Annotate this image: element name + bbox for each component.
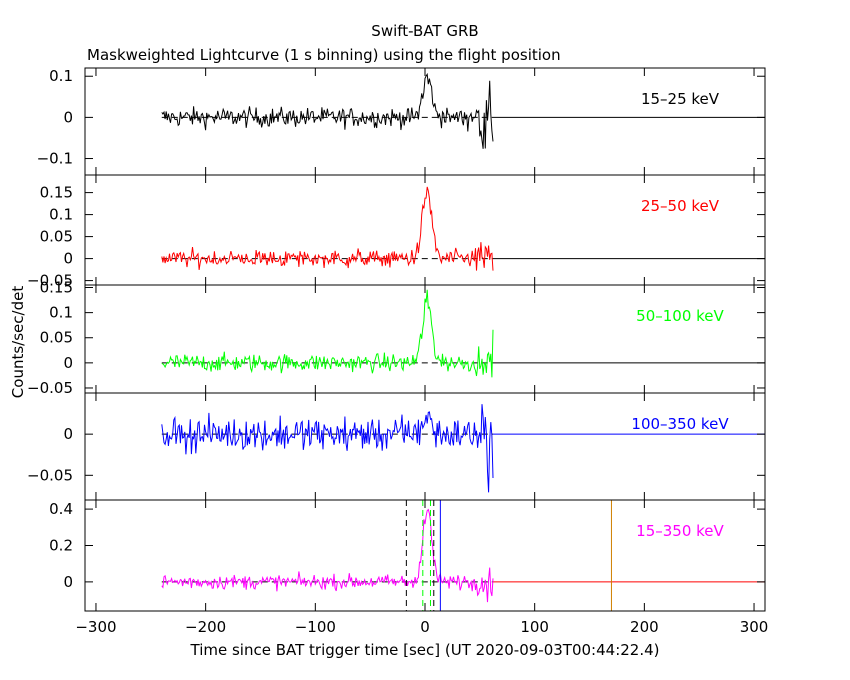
series-line-3 bbox=[161, 289, 494, 378]
panel-energy-label: 15–350 keV bbox=[636, 522, 724, 540]
chart-subtitle: Maskweighted Lightcurve (1 s binning) us… bbox=[87, 46, 561, 64]
panel-1: −0.1 0 0.1 15–25 keV bbox=[37, 67, 766, 176]
panel-2: −0.05 0 0.05 0.1 0.15 25–50 keV bbox=[27, 174, 766, 290]
panel-frame bbox=[84, 174, 766, 286]
y-tick-label: 0.15 bbox=[40, 279, 73, 297]
panel-energy-label: 100–350 keV bbox=[631, 415, 729, 433]
series-line-1 bbox=[161, 72, 494, 149]
panel-4: −0.05 0 100–350 keV bbox=[27, 392, 766, 501]
x-tick-label: −300 bbox=[75, 618, 116, 636]
series-line-4 bbox=[161, 404, 494, 493]
x-axis-label: Time since BAT trigger time [sec] (UT 20… bbox=[190, 641, 660, 659]
x-tick-label: 300 bbox=[740, 618, 769, 636]
panels-group: −0.1 0 0.1 15–25 keV −0.05 0 0.05 0.1 0.15 25–50 … bbox=[27, 67, 768, 636]
panel-3: −0.05 0 0.05 0.1 0.15 50–100 keV bbox=[27, 279, 766, 397]
y-tick-label: −0.05 bbox=[27, 466, 73, 484]
y-tick-label: −0.05 bbox=[27, 379, 73, 397]
y-tick-label: 0 bbox=[63, 250, 73, 268]
y-tick-label: −0.05 bbox=[27, 272, 73, 290]
panel-frame bbox=[84, 392, 766, 501]
panel-frame bbox=[84, 499, 766, 612]
x-tick-label: −200 bbox=[185, 618, 226, 636]
panel-energy-label: 50–100 keV bbox=[636, 307, 724, 325]
y-tick-label: 0.2 bbox=[49, 536, 73, 554]
y-tick-label: −0.1 bbox=[37, 150, 73, 168]
y-tick-label: 0 bbox=[63, 573, 73, 591]
y-tick-label: 0.05 bbox=[40, 228, 73, 246]
y-tick-label: 0.4 bbox=[49, 500, 73, 518]
panel-energy-label: 15–25 keV bbox=[641, 90, 720, 108]
series-line-5 bbox=[161, 508, 494, 603]
y-tick-label: 0 bbox=[63, 425, 73, 443]
panel-energy-label: 25–50 keV bbox=[641, 197, 720, 215]
y-tick-label: 0.15 bbox=[40, 184, 73, 202]
x-tick-label: 200 bbox=[630, 618, 659, 636]
series-line-2 bbox=[161, 186, 494, 271]
y-tick-label: 0 bbox=[63, 108, 73, 126]
y-tick-label: 0.1 bbox=[49, 304, 73, 322]
x-tick-label: −100 bbox=[295, 618, 336, 636]
y-tick-label: 0 bbox=[63, 354, 73, 372]
y-tick-label: 0.1 bbox=[49, 67, 73, 85]
y-tick-label: 0.05 bbox=[40, 329, 73, 347]
y-tick-label: 0.1 bbox=[49, 206, 73, 224]
y-axis-label: Counts/sec/det bbox=[9, 286, 27, 399]
x-tick-label: 0 bbox=[420, 618, 430, 636]
chart-title: Swift-BAT GRB bbox=[371, 22, 478, 40]
x-tick-label: 100 bbox=[520, 618, 549, 636]
panel-5: 0 0.2 0.4 15–350 keV bbox=[49, 499, 766, 612]
